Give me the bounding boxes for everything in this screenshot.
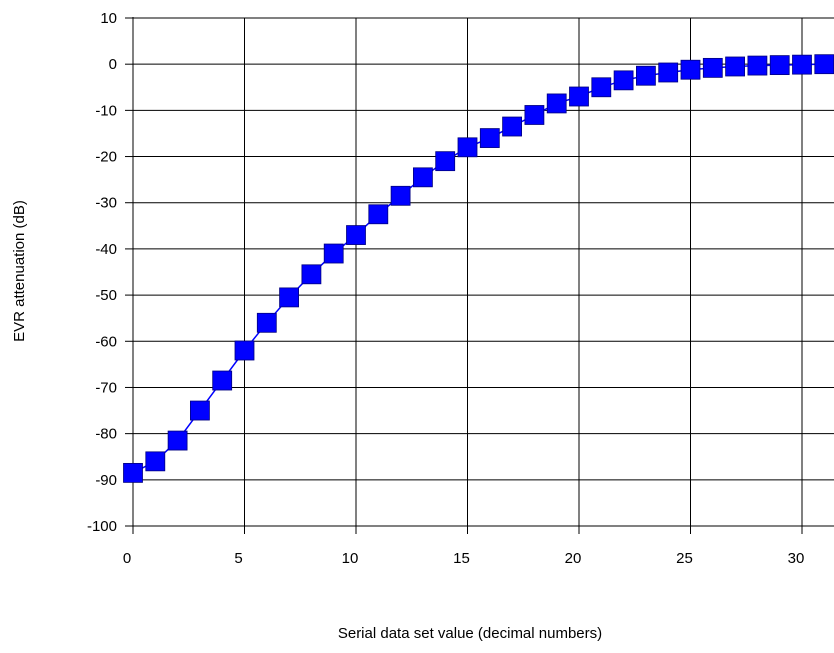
x-tick-label: 25	[676, 550, 693, 567]
data-point	[680, 59, 701, 80]
data-point	[658, 62, 679, 83]
data-point	[769, 55, 790, 76]
y-tick-label: -70	[95, 379, 117, 396]
x-tick-label: 30	[788, 550, 805, 567]
data-point	[524, 105, 545, 125]
x-tick-label: 15	[453, 550, 470, 567]
data-point	[145, 451, 166, 472]
data-point	[256, 312, 277, 333]
data-point	[123, 462, 143, 483]
tick-labels: 10 0 -10 -20 -30 -40 -50 -60 -70 -80 -90 -100 0 5 10 15…	[87, 10, 804, 567]
data-point	[346, 225, 366, 245]
y-tick-label: -20	[95, 149, 117, 166]
y-axis-title: EVR attenuation (dB)	[11, 200, 28, 342]
data-point	[234, 340, 255, 361]
data-point	[479, 128, 500, 148]
axes	[125, 17, 834, 534]
y-tick-label: 10	[100, 10, 117, 27]
x-axis-title: Serial data set value (decimal numbers)	[338, 625, 602, 642]
y-tick-label: -10	[95, 102, 117, 119]
y-tick-label: -80	[95, 426, 117, 443]
y-tick-label: 0	[109, 56, 117, 73]
x-tick-label: 0	[123, 550, 131, 567]
x-tick-label: 20	[565, 550, 582, 567]
data-point	[591, 77, 612, 98]
data-point	[212, 370, 233, 391]
y-tick-label: -100	[87, 518, 117, 535]
data-point	[279, 287, 300, 308]
data-point	[725, 56, 745, 77]
x-tick-label: 10	[342, 550, 359, 567]
data-point	[301, 264, 322, 285]
data-point	[368, 204, 389, 225]
data-point	[546, 93, 567, 114]
data-series	[123, 54, 834, 483]
data-point	[167, 430, 188, 451]
grid-lines	[133, 17, 834, 526]
data-point	[502, 116, 523, 137]
data-point	[412, 167, 433, 188]
series-line	[132, 63, 825, 474]
data-point	[457, 137, 478, 158]
y-tick-label: -40	[95, 241, 117, 258]
y-tick-label: -60	[95, 333, 117, 350]
data-point	[189, 400, 210, 421]
y-tick-label: -50	[95, 287, 117, 304]
data-point	[390, 185, 411, 206]
data-point	[792, 54, 812, 75]
x-tick-label: 5	[234, 550, 242, 567]
data-point	[814, 54, 834, 75]
data-point	[702, 57, 723, 78]
data-point	[323, 243, 344, 264]
data-point	[747, 55, 768, 76]
data-point	[435, 151, 456, 172]
y-tick-label: -90	[95, 472, 117, 489]
data-point	[569, 86, 589, 107]
data-point	[636, 65, 656, 86]
data-point	[613, 70, 634, 91]
y-tick-label: -30	[95, 195, 117, 212]
